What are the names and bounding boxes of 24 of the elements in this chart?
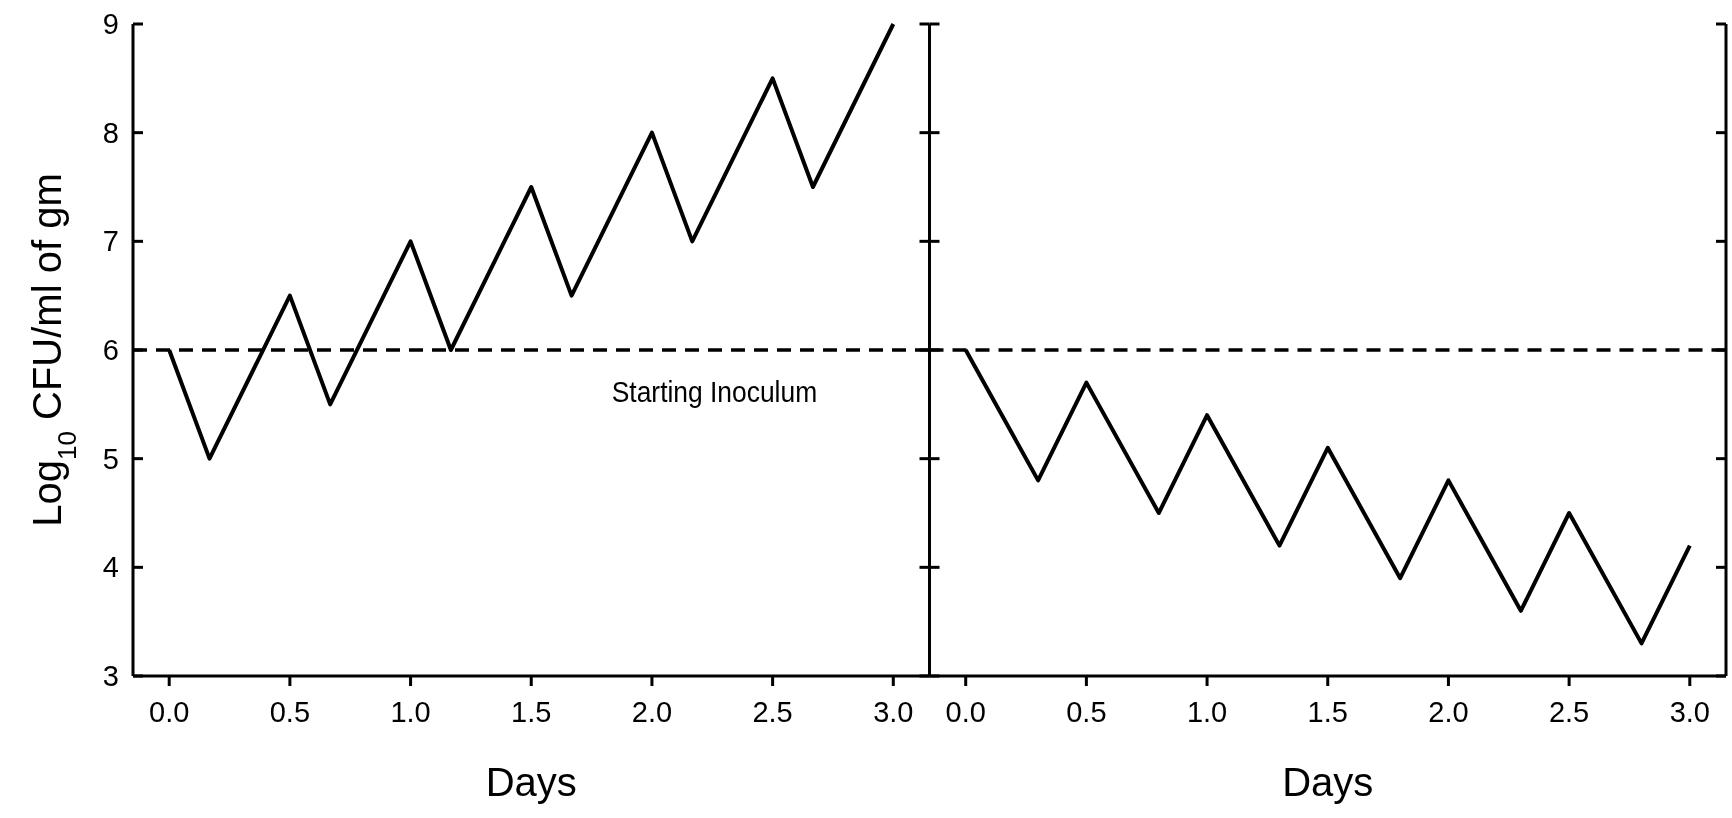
x-tick-label: 2.0	[1428, 696, 1469, 728]
y-tick-label: 3	[102, 660, 119, 693]
x-tick-label: 0.0	[149, 696, 190, 728]
x-tick-label: 1.5	[1307, 696, 1348, 728]
y-tick-label: 5	[102, 442, 119, 475]
x-tick-label: 0.0	[945, 696, 986, 728]
x-tick-label: 3.0	[873, 696, 914, 728]
x-tick-label: 2.5	[1548, 696, 1590, 728]
y-tick-label: 7	[102, 225, 119, 258]
y-tick-label: 4	[102, 551, 119, 584]
x-tick-label: 0.5	[269, 696, 311, 728]
x-axis-title: Days	[1282, 760, 1374, 804]
y-tick-label: 6	[102, 334, 119, 367]
x-tick-label: 1.0	[390, 696, 431, 728]
ref-line-label: Starting Inoculum	[611, 374, 818, 409]
y-tick-label: 8	[102, 116, 119, 149]
x-tick-label: 2.5	[752, 696, 793, 728]
x-tick-label: 1.0	[1186, 696, 1228, 728]
x-tick-label: 2.0	[631, 696, 673, 728]
x-tick-label: 0.5	[1066, 696, 1107, 728]
x-axis-title: Days	[485, 760, 577, 804]
x-tick-label: 3.0	[1669, 696, 1710, 728]
y-tick-label: 9	[102, 8, 119, 41]
x-tick-label: 1.5	[511, 696, 552, 728]
